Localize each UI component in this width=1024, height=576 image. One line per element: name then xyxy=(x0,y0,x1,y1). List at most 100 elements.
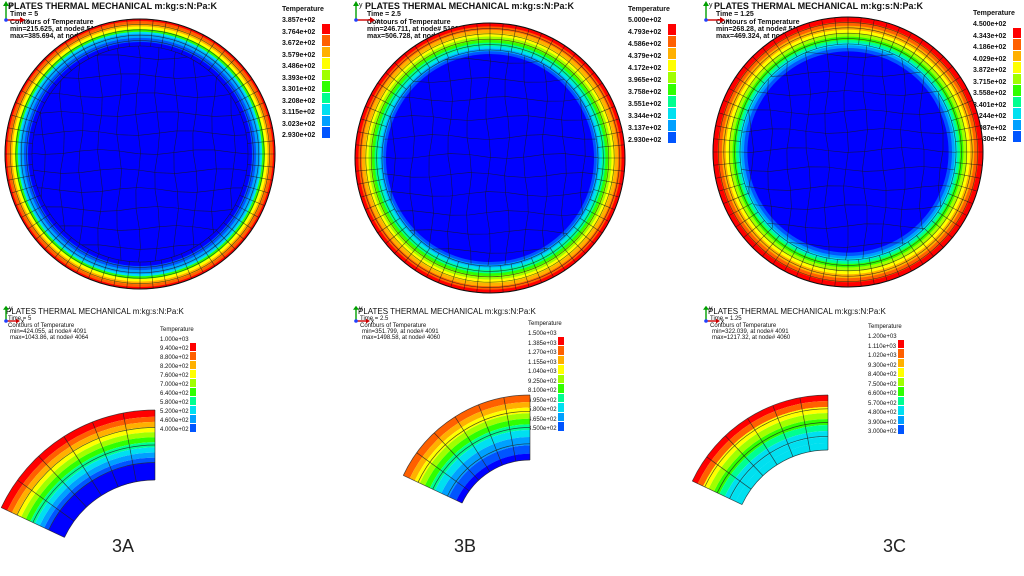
legend-label: 4.379e+02 xyxy=(628,53,662,60)
contours-label: Contours of Temperature xyxy=(367,18,451,26)
legend-title: Temperature xyxy=(868,324,902,330)
mesh-spoke xyxy=(27,78,51,95)
legend-swatch xyxy=(668,23,676,35)
mesh-spoke xyxy=(558,53,576,75)
mesh-spoke xyxy=(20,90,45,104)
min-label: min=351.799, at node# 4091 xyxy=(362,328,439,335)
sector-plot-3c xyxy=(691,394,829,505)
legend-label: 6.400e+02 xyxy=(160,391,189,397)
mesh-spoke xyxy=(199,41,216,65)
mesh-spoke xyxy=(454,416,491,472)
time-label: Time = 5 xyxy=(10,11,39,19)
legend-swatch xyxy=(322,114,330,127)
mesh-spoke xyxy=(728,88,753,102)
mesh-spoke xyxy=(235,90,260,104)
mesh-spoke xyxy=(416,452,470,492)
mesh-spoke xyxy=(76,34,90,59)
mesh-spoke xyxy=(747,418,778,465)
mesh-spoke xyxy=(931,220,953,238)
mesh-spoke xyxy=(17,479,75,522)
mesh-spoke xyxy=(463,25,470,53)
contours-label: Contours of Temperature xyxy=(710,322,777,329)
mesh-spoke xyxy=(404,53,422,75)
legend-swatch xyxy=(190,413,196,423)
legend-label: 4.343e+02 xyxy=(973,32,1007,40)
mesh-spoke xyxy=(784,32,798,57)
mesh-spoke xyxy=(1,507,65,538)
legend-label: 2.930e+02 xyxy=(282,132,316,139)
mesh-spoke xyxy=(35,68,57,86)
mesh-spoke xyxy=(597,168,625,172)
legend-label: 3.900e+02 xyxy=(868,419,897,426)
legend-swatch xyxy=(558,373,564,384)
mesh-spoke xyxy=(540,38,554,63)
x-axis-label: x xyxy=(376,18,380,25)
mesh-spoke xyxy=(27,213,51,230)
legend-swatch xyxy=(558,402,564,412)
x-axis-label: x xyxy=(726,18,730,25)
mesh-line xyxy=(740,147,956,153)
contour-band xyxy=(21,432,156,520)
y-axis-label: y xyxy=(359,2,363,9)
mesh-spoke xyxy=(531,257,542,283)
mesh-spoke xyxy=(239,195,265,206)
mesh-spoke xyxy=(500,23,504,51)
legend-label: 3.486e+02 xyxy=(282,63,316,70)
legend-label: 3.023e+02 xyxy=(282,120,316,128)
legend-label: 3.758e+02 xyxy=(628,89,662,96)
mesh-spoke xyxy=(752,56,772,76)
mesh-spoke xyxy=(35,222,57,240)
mesh-spoke xyxy=(113,21,120,49)
contour-band xyxy=(25,437,155,522)
legend-swatch xyxy=(668,47,676,59)
mesh-spoke xyxy=(834,17,838,45)
x-axis-label: x xyxy=(21,318,25,325)
mesh-spoke xyxy=(355,168,383,172)
contour-band xyxy=(703,407,828,489)
mesh-spoke xyxy=(762,47,780,69)
legend-label: 3.344e+02 xyxy=(628,113,662,120)
contour-band xyxy=(429,424,530,491)
mesh-line xyxy=(740,166,956,172)
min-label: min=268.28, at node# 5186 xyxy=(716,26,805,34)
panel-3a-bottom: PLATES THERMAL MECHANICAL m:kg:s:N:Pa:K … xyxy=(0,305,340,576)
sector-contours xyxy=(403,395,530,504)
legend-label: 3.764e+02 xyxy=(282,28,316,36)
mesh-spoke xyxy=(245,174,273,181)
mesh-spoke xyxy=(728,202,753,216)
header-3c-bottom: PLATES THERMAL MECHANICAL m:kg:s:N:Pa:K … xyxy=(708,307,886,342)
legend-swatch xyxy=(190,395,196,405)
legend-swatch xyxy=(898,376,904,387)
legend-label: 1.500e+03 xyxy=(528,331,557,337)
mesh-spoke xyxy=(216,230,236,250)
legend-title: Temperature xyxy=(973,10,1015,17)
mesh-spoke xyxy=(718,183,745,192)
mesh-spoke xyxy=(879,255,888,282)
mesh-spoke xyxy=(566,234,586,254)
contour-band xyxy=(719,425,828,497)
mesh-spoke xyxy=(951,183,978,192)
disc-outline xyxy=(354,22,626,294)
y-axis-label: y xyxy=(709,306,713,313)
max-label: max=1217.32, at node# 4060 xyxy=(712,335,791,342)
mesh-spoke xyxy=(243,114,270,123)
mesh-spoke xyxy=(122,412,137,482)
legend-swatch xyxy=(898,338,904,349)
min-label: min=215.625, at node# 5186 xyxy=(10,26,103,34)
legend-swatch xyxy=(190,368,196,378)
legend-swatch xyxy=(190,386,196,396)
mesh-line xyxy=(485,50,491,266)
legend-swatch xyxy=(322,80,330,92)
mesh-spoke xyxy=(858,17,862,45)
x-arrow-head xyxy=(716,318,720,324)
mesh-spoke xyxy=(834,259,838,287)
mesh-spoke xyxy=(943,202,968,216)
y-arrow-head xyxy=(703,305,709,310)
mesh-spoke xyxy=(414,45,431,69)
legend-label: 3.137e+02 xyxy=(628,125,662,132)
legend-swatch xyxy=(190,377,196,387)
legend-title: Temperature xyxy=(160,327,194,333)
legend-swatch xyxy=(668,71,676,83)
caption-3b: 3B xyxy=(454,536,477,556)
mesh-spoke xyxy=(924,228,944,248)
